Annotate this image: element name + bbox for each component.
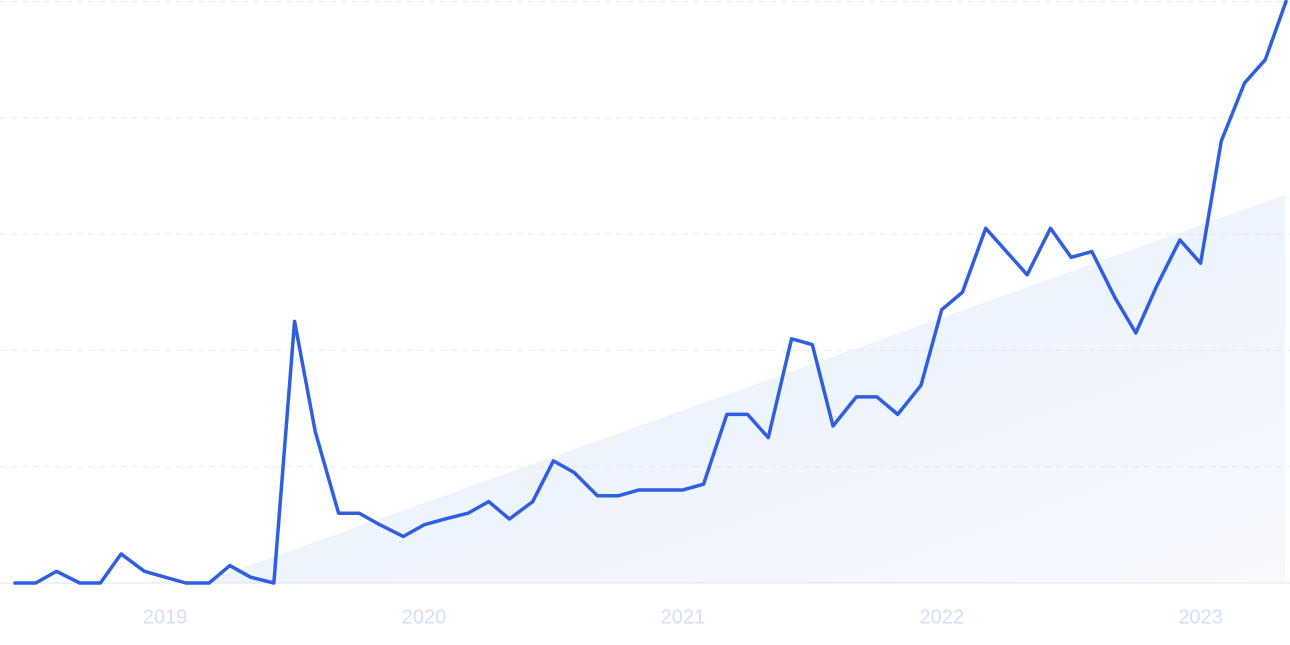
x-tick-label: 2019 bbox=[143, 606, 188, 628]
x-tick-label: 2023 bbox=[1178, 606, 1223, 628]
x-tick-label: 2022 bbox=[919, 606, 964, 628]
trend-area bbox=[200, 195, 1285, 583]
x-tick-label: 2020 bbox=[402, 606, 447, 628]
x-tick-label: 2021 bbox=[661, 606, 706, 628]
trend-line bbox=[13, 0, 1288, 585]
